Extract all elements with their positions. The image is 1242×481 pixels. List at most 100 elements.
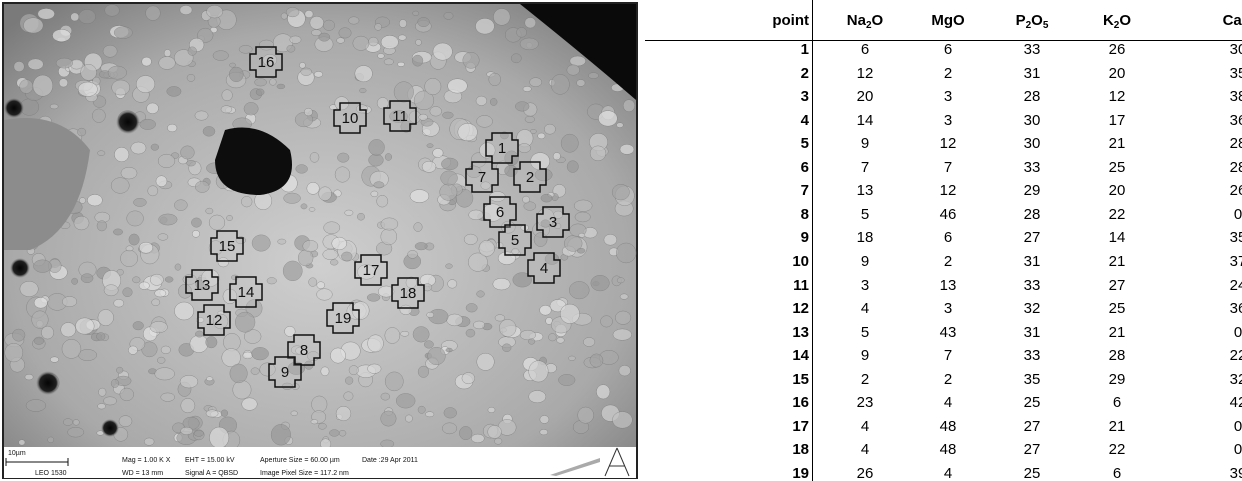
cell: 9	[861, 347, 869, 365]
point-label: 15	[219, 238, 236, 255]
cell: 36	[1230, 300, 1242, 318]
cell: 7	[944, 347, 952, 365]
cell: 2	[944, 371, 952, 389]
cell: 2	[944, 65, 952, 83]
info: Aperture Size = 60.00 µm	[260, 457, 340, 464]
cell: 29	[1109, 371, 1126, 389]
subscript: 5	[1043, 20, 1049, 31]
cell: 27	[1024, 418, 1041, 436]
cell: 7	[861, 159, 869, 177]
header-text: O	[872, 12, 884, 29]
row-header: 16	[792, 394, 809, 412]
composition-table: pointNa2OMgOP2O5K2OCaO166332630212231203…	[645, 0, 1242, 481]
cell: 25	[1109, 159, 1126, 177]
point-label: 12	[206, 312, 223, 329]
info: EHT = 15.00 kV	[185, 457, 235, 464]
column-header: point	[772, 12, 809, 30]
cell: 39	[1230, 465, 1242, 481]
cell: 17	[1109, 112, 1126, 130]
header-text: CaO	[1223, 12, 1242, 29]
cell: 33	[1024, 347, 1041, 365]
cell: 26	[1230, 182, 1242, 200]
micrograph: 10µm LEO 1530 Mag = 1.00 K X WD = 13 mm …	[0, 0, 640, 481]
cell: 25	[1024, 394, 1041, 412]
header-text: O	[1119, 12, 1131, 29]
cell: 38	[1230, 88, 1242, 106]
row-header: 15	[792, 371, 809, 389]
header-text: MgO	[931, 12, 964, 29]
point-label: 7	[478, 169, 486, 186]
point-label: 6	[496, 204, 504, 221]
cell: 21	[1109, 253, 1126, 271]
cell: 4	[944, 394, 952, 412]
cell: 27	[1024, 441, 1041, 459]
point-label: 4	[540, 260, 548, 277]
point-label: 10	[342, 110, 359, 127]
cell: 33	[1024, 159, 1041, 177]
column-header: CaO	[1223, 12, 1242, 30]
cell: 37	[1230, 253, 1242, 271]
cell: 9	[861, 135, 869, 153]
cell: 0	[1234, 418, 1242, 436]
point-label: 5	[511, 232, 519, 249]
cell: 12	[940, 135, 957, 153]
point-label: 3	[549, 214, 557, 231]
scale-bar: 10µm	[8, 450, 26, 457]
cell: 28	[1024, 206, 1041, 224]
cell: 2	[861, 371, 869, 389]
row-header: 5	[801, 135, 809, 153]
point-label: 1	[498, 140, 506, 157]
cell: 5	[861, 206, 869, 224]
cell: 14	[1109, 229, 1126, 247]
row-header: 9	[801, 229, 809, 247]
row-header: 7	[801, 182, 809, 200]
cell: 4	[861, 441, 869, 459]
cell: 20	[1109, 65, 1126, 83]
header-text: O	[1031, 12, 1043, 29]
cell: 46	[940, 206, 957, 224]
cell: 28	[1109, 347, 1126, 365]
cell: 30	[1024, 135, 1041, 153]
cell: 6	[944, 229, 952, 247]
cell: 48	[940, 441, 957, 459]
row-header: 17	[792, 418, 809, 436]
instrument: LEO 1530	[35, 470, 67, 477]
cell: 21	[1109, 324, 1126, 342]
cell: 4	[861, 418, 869, 436]
cell: 28	[1230, 135, 1242, 153]
cell: 26	[1109, 41, 1126, 59]
cell: 28	[1230, 159, 1242, 177]
cell: 3	[944, 88, 952, 106]
row-header: 4	[801, 112, 809, 130]
cell: 48	[940, 418, 957, 436]
cell: 22	[1230, 347, 1242, 365]
cell: 6	[1113, 394, 1121, 412]
cell: 24	[1230, 277, 1242, 295]
row-header: 19	[792, 465, 809, 481]
cell: 3	[861, 277, 869, 295]
cell: 6	[944, 41, 952, 59]
column-header: K2O	[1103, 12, 1131, 30]
row-header: 6	[801, 159, 809, 177]
cell: 35	[1024, 371, 1041, 389]
point-label: 19	[335, 310, 352, 327]
info: WD = 13 mm	[122, 470, 163, 477]
header-text: P	[1016, 12, 1026, 29]
cell: 21	[1109, 135, 1126, 153]
cell: 4	[944, 465, 952, 481]
cell: 9	[861, 253, 869, 271]
cell: 22	[1109, 441, 1126, 459]
cell: 12	[857, 65, 874, 83]
header-text: K	[1103, 12, 1114, 29]
row-header: 10	[792, 253, 809, 271]
row-header: 12	[792, 300, 809, 318]
cell: 31	[1024, 65, 1041, 83]
cell: 12	[1109, 88, 1126, 106]
cell: 35	[1230, 65, 1242, 83]
cell: 6	[861, 41, 869, 59]
row-header: 14	[792, 347, 809, 365]
cell: 33	[1024, 41, 1041, 59]
point-label: 2	[526, 169, 534, 186]
row-header: 8	[801, 206, 809, 224]
cell: 30	[1024, 112, 1041, 130]
